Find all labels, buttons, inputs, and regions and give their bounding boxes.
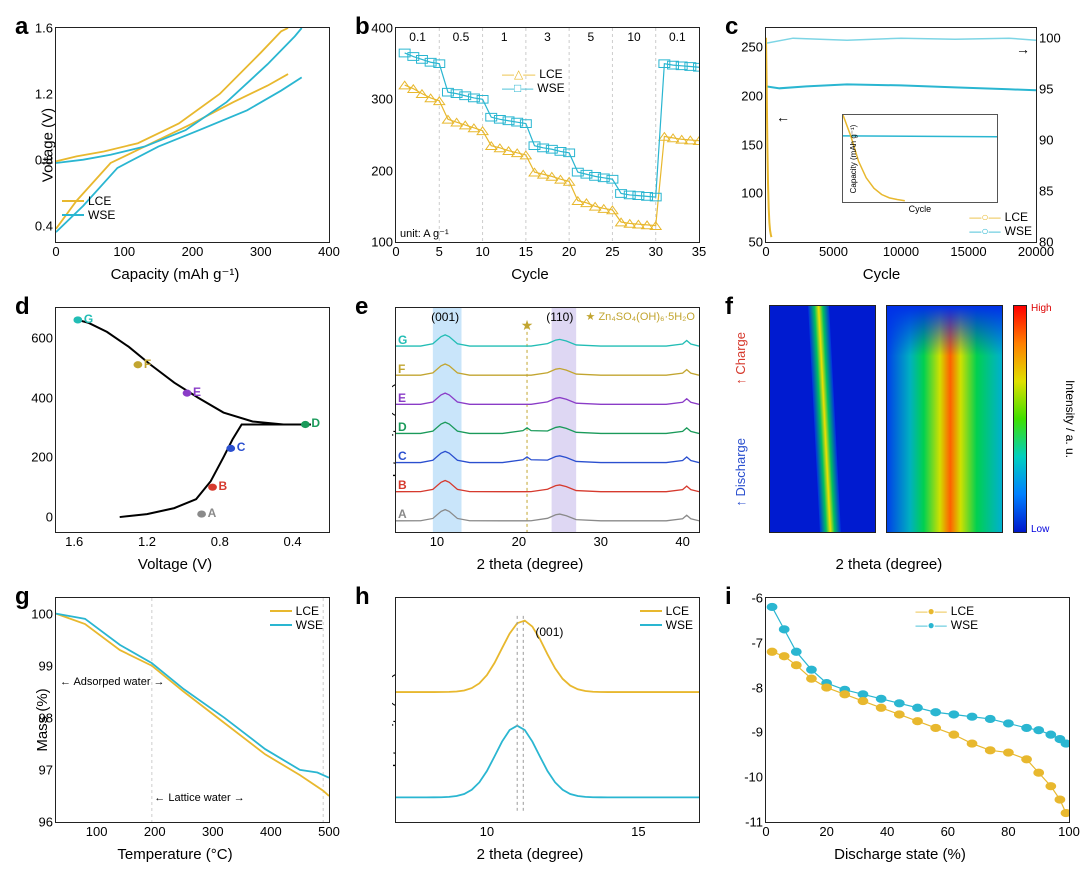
colorbar-label: Intensity / a. u. (1063, 380, 1077, 458)
point-label-F: F (144, 357, 151, 371)
xlabel-a: Capacity (mAh g⁻¹) (111, 265, 240, 283)
legend-lce-i: LCE (951, 604, 974, 618)
panel-i: i Log₁₀ (D_Zn²⁺ / cm² s⁻¹) Discharge sta… (715, 575, 1080, 865)
panel-g: g Mass (%) Temperature (°C) LCE WSE ← Ad… (5, 575, 345, 865)
xlabel-i: Discharge state (%) (834, 846, 966, 863)
xlabel-d: Voltage (V) (138, 556, 212, 573)
adsorbed-water-label: ← Adsorped water → (60, 676, 165, 688)
legend-wse-b: WSE (537, 81, 564, 95)
discharge-label: Discharge (733, 438, 748, 497)
chart-a: LCE WSE 0.40.81.21.60100200300400 (55, 27, 330, 243)
panel-e: e Intensity (a.u.) 2 theta (degree) ★ Zn… (345, 285, 715, 575)
plot-e (396, 308, 699, 532)
trace-label-F: F (398, 362, 405, 376)
peak-label-h: (001) (535, 625, 563, 639)
legend-lce-h: LCE (666, 604, 689, 618)
panel-h: h Intensity (a.u.) 2 theta (degree) LCE … (345, 575, 715, 865)
xlabel-b: Cycle (511, 266, 549, 283)
inset-ylabel: Capacity (mAh g⁻¹) (848, 124, 857, 193)
inset-xlabel: Cycle (909, 204, 932, 214)
legend-lce: LCE (88, 194, 111, 208)
panel-label-g: g (15, 583, 30, 611)
panel-label-b: b (355, 13, 370, 41)
plot-d (56, 308, 329, 532)
chart-e: ★ Zn₄SO₄(OH)₆·5H₂O ABCDEFG(001)(110)★102… (395, 307, 700, 533)
legend-i: —●—LCE —●—WSE (916, 604, 979, 632)
panel-label-f: f (725, 293, 733, 321)
panel-label-e: e (355, 293, 368, 321)
peak-label: (110) (546, 310, 573, 324)
point-label-E: E (193, 385, 201, 399)
arrow-right: → (1016, 41, 1030, 57)
charge-label: Charge (733, 332, 748, 375)
trace-label-A: A (398, 507, 407, 521)
chart-b: unit: A g⁻¹ —△—LCE —□—WSE 10020030040005… (395, 27, 700, 243)
heatmap-container: ↑ Charge ↑ Discharge (001) 51015 (110) 2… (769, 305, 1027, 533)
chart-i: —●—LCE —●—WSE -11-10-9-8-7-6020406080100 (765, 597, 1070, 823)
star-label-e: ★ Zn₄SO₄(OH)₆·5H₂O (586, 310, 695, 323)
trace-label-C: C (398, 449, 407, 463)
colorbar: Intensity / a. u. High Low (1013, 305, 1027, 533)
plot-b (396, 28, 699, 242)
point-label-G: G (84, 312, 93, 326)
panel-c: c Capacity (mAh g⁻¹) Coulombic efficienc… (715, 5, 1080, 285)
legend-b: —△—LCE —□—WSE (502, 67, 565, 95)
trace-label-G: G (398, 333, 407, 347)
trace-label-E: E (398, 391, 406, 405)
trace-label-D: D (398, 420, 407, 434)
legend-wse-i: WSE (951, 618, 978, 632)
panel-f: f 2 theta (degree) ↑ Charge ↑ Discharge … (715, 285, 1080, 575)
cbar-low: Low (1031, 524, 1049, 535)
legend-lce-b: LCE (539, 67, 562, 81)
panel-label-h: h (355, 583, 370, 611)
panel-label-c: c (725, 13, 738, 41)
panel-label-d: d (15, 293, 30, 321)
unit-label-b: unit: A g⁻¹ (400, 227, 449, 240)
panel-b: b Capacity (mAh g⁻¹) Cycle unit: A g⁻¹ —… (345, 5, 715, 285)
peak-label: (001) (431, 310, 459, 324)
legend-lce-g: LCE (296, 604, 319, 618)
xlabel-h: 2 theta (degree) (477, 846, 584, 863)
figure-grid: a Voltage (V) Capacity (mAh g⁻¹) LCE WSE… (0, 0, 1080, 875)
cbar-high: High (1031, 303, 1052, 314)
legend-wse: WSE (88, 208, 115, 222)
heatmap-110: (110) 2324252627 (886, 305, 1003, 533)
chart-g: LCE WSE ← Adsorped water → ← Lattice wat… (55, 597, 330, 823)
chart-h: LCE WSE (001) 1015 (395, 597, 700, 823)
point-label-C: C (237, 440, 246, 454)
point-label-D: D (311, 416, 320, 430)
arrow-left: ← (776, 109, 790, 125)
legend-wse-h: WSE (666, 618, 693, 632)
legend-wse-g: WSE (296, 618, 323, 632)
legend-lce-c: LCE (1005, 210, 1028, 224)
legend-h: LCE WSE (640, 604, 693, 632)
inset-c: Capacity (mAh g⁻¹) Cycle (842, 114, 999, 204)
panel-label-a: a (15, 13, 28, 41)
panel-label-i: i (725, 583, 732, 611)
xlabel-c: Cycle (863, 266, 901, 283)
colorbar-fill (1013, 305, 1027, 533)
side-labels: ↑ Charge ↑ Discharge (733, 305, 748, 533)
legend-g: LCE WSE (270, 604, 323, 632)
heatmap-001: (001) 51015 (769, 305, 876, 533)
point-label-A: A (208, 506, 217, 520)
peak-trace-001 (808, 306, 841, 532)
xlabel-g: Temperature (°C) (117, 846, 232, 863)
legend-a: LCE WSE (62, 194, 115, 222)
legend-wse-c: WSE (1005, 224, 1032, 238)
xlabel-f: 2 theta (degree) (836, 556, 943, 573)
panel-d: d Capacity (mAh g⁻¹) Voltage (V) 0200400… (5, 285, 345, 575)
star-icon: ★ (521, 317, 534, 334)
xlabel-e: 2 theta (degree) (477, 556, 584, 573)
lattice-water-label: ← Lattice water → (154, 792, 245, 804)
trace-label-B: B (398, 478, 407, 492)
legend-c: —○—LCE —○—WSE (969, 210, 1032, 238)
chart-d: 02004006001.61.20.80.4ABCDEFG (55, 307, 330, 533)
plot-c-inset (843, 115, 998, 203)
panel-a: a Voltage (V) Capacity (mAh g⁻¹) LCE WSE… (5, 5, 345, 285)
chart-c: Capacity (mAh g⁻¹) Cycle —○—LCE —○—WSE ←… (765, 27, 1037, 243)
point-label-B: B (219, 479, 228, 493)
hm-top (887, 306, 1002, 356)
